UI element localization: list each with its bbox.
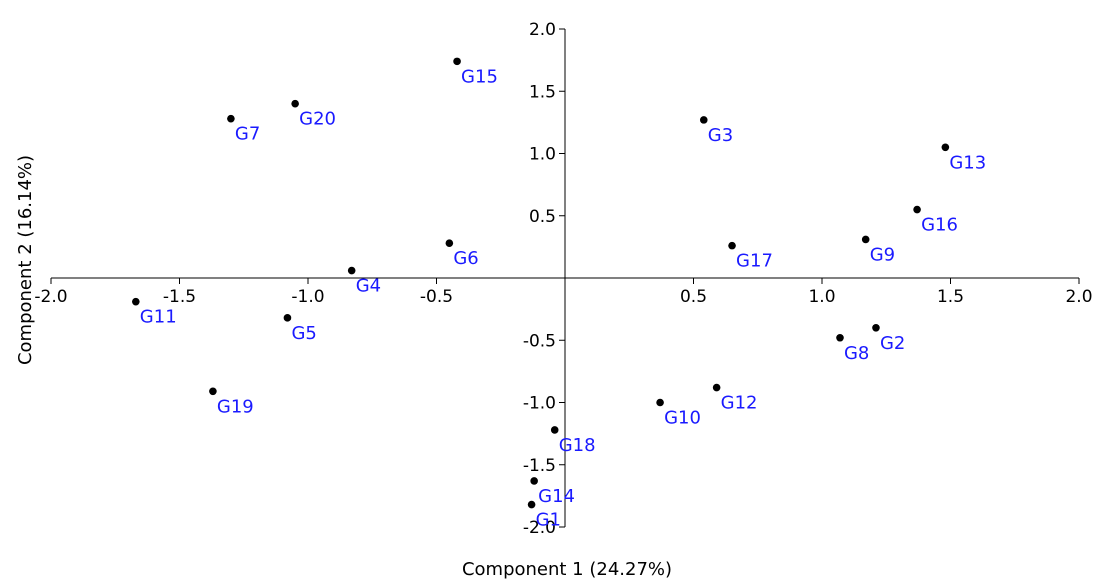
data-point-label: G16 — [921, 215, 958, 236]
data-point-label: G9 — [870, 244, 895, 265]
data-point — [712, 383, 721, 392]
data-point-label: G1 — [536, 510, 561, 531]
data-point — [656, 398, 664, 407]
data-point — [861, 235, 870, 244]
data-point — [728, 241, 736, 250]
data-point-label: G13 — [949, 152, 986, 173]
data-point — [227, 114, 235, 123]
y-tick-label: 1.5 — [529, 82, 556, 102]
y-tick-label: 0.5 — [529, 207, 556, 227]
data-point-label: G3 — [708, 125, 733, 146]
data-point — [445, 239, 454, 247]
y-tick-label: -1.5 — [523, 456, 556, 476]
data-point-label: G12 — [721, 393, 758, 414]
data-point-label: G6 — [453, 248, 478, 269]
data-point — [836, 333, 844, 342]
x-tick-label: -2.0 — [34, 287, 67, 307]
y-tick-label: 2.0 — [529, 20, 556, 40]
data-point — [941, 143, 950, 152]
data-point — [527, 500, 536, 509]
data-point — [699, 116, 708, 124]
data-point — [453, 57, 461, 66]
x-tick-label: -0.5 — [420, 287, 453, 307]
data-point-label: G14 — [538, 486, 575, 507]
data-point — [209, 387, 217, 396]
x-tick-label: -1.0 — [291, 287, 324, 307]
data-point-label: G4 — [356, 276, 381, 297]
y-tick-label: -1.0 — [523, 394, 556, 414]
y-tick-label: -2.0 — [523, 518, 556, 538]
data-point-label: G5 — [291, 323, 316, 344]
x-tick-label: -1.5 — [163, 287, 196, 307]
data-point-label: G20 — [299, 109, 336, 130]
data-point — [291, 99, 299, 108]
data-point-label: G8 — [844, 343, 869, 364]
data-point-label: G15 — [461, 66, 498, 87]
x-tick-label: 0.5 — [680, 287, 707, 307]
data-point-label: G11 — [140, 307, 177, 328]
data-point-label: G10 — [664, 408, 701, 429]
data-point — [132, 297, 140, 306]
y-tick-label: 1.0 — [529, 145, 556, 165]
x-tick-label: 1.0 — [808, 287, 835, 307]
data-point — [550, 426, 559, 434]
data-point — [283, 314, 292, 322]
data-point-label: G19 — [217, 396, 254, 417]
axes: -2.0 -1.5 -1.0 -0.5 0.5 1.0 1.5 2.0 2.0 1.5 1.0 0.5… — [34, 20, 1092, 538]
y-tick-label: -0.5 — [523, 331, 556, 351]
data-point — [872, 324, 880, 332]
data-point-label: G2 — [880, 333, 905, 354]
x-tick-label: 2.0 — [1065, 287, 1092, 307]
data-point-label: G7 — [235, 124, 260, 145]
data-points: G1 G2 G3 G4 G5 G6 G7 G8 G9 G10 G11 G12 G13 G14 G15 G16 G… — [132, 57, 986, 531]
data-point-label: G17 — [736, 251, 773, 272]
data-point — [347, 266, 356, 275]
data-point — [530, 477, 538, 485]
y-axis-title: Component 2 (16.14%) — [15, 155, 36, 365]
x-tick-label: 1.5 — [937, 287, 964, 307]
x-axis-title: Component 1 (24.27%) — [462, 559, 672, 580]
data-point-label: G18 — [559, 435, 596, 456]
data-point — [913, 205, 921, 214]
